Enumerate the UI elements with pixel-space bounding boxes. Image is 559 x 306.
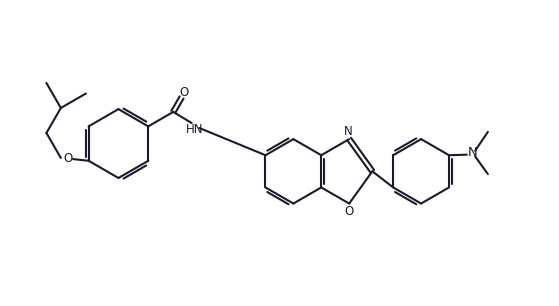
Text: HN: HN xyxy=(186,123,203,136)
Text: O: O xyxy=(63,152,72,165)
Text: N: N xyxy=(468,146,478,159)
Text: O: O xyxy=(180,86,189,99)
Text: N: N xyxy=(344,125,353,138)
Text: O: O xyxy=(344,205,353,218)
